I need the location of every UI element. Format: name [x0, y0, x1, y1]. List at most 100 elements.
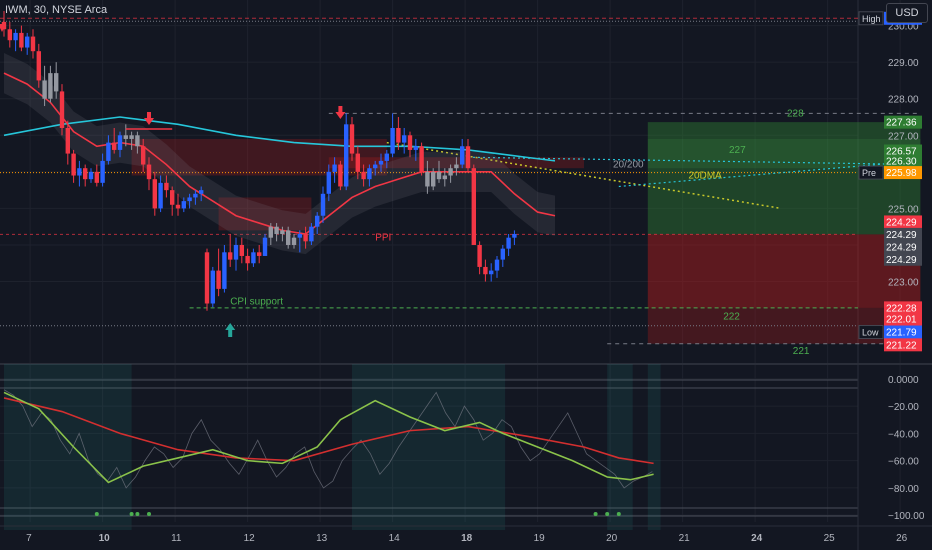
price-badge-text: 226.57 [886, 147, 917, 158]
candle-body [280, 230, 285, 235]
price-badge [884, 240, 922, 254]
candle-body [425, 171, 430, 187]
candle-body [117, 135, 123, 150]
candle-body [30, 36, 36, 52]
time-axis-label: 24 [751, 533, 763, 544]
chart-title: IWM, 30, NYSE Arca [5, 4, 108, 16]
candle-body [465, 146, 471, 169]
candle-body [320, 193, 326, 216]
candle-body [477, 244, 482, 267]
time-axis-label: 12 [244, 533, 256, 544]
price-badge-prefix [858, 325, 884, 340]
price-badge-text: 222.01 [886, 315, 917, 326]
chart-annotation: CPI support [230, 297, 283, 308]
candle-body [193, 193, 198, 198]
buy-arrow-icon [228, 330, 233, 337]
candle-body [48, 73, 53, 99]
osc-axis-label: −40.00 [888, 429, 919, 440]
price-badge [884, 338, 922, 352]
candle-body [407, 135, 413, 150]
time-axis-label: 13 [316, 533, 328, 544]
candle-body [59, 91, 65, 128]
candle-body [262, 237, 268, 256]
candle-body [291, 237, 297, 245]
candle-body [303, 234, 308, 242]
price-badge [884, 215, 922, 229]
chart-annotation: 20DMA [688, 171, 722, 182]
sell-arrow-icon [338, 106, 343, 112]
osc-signal-dot [94, 512, 99, 516]
candle-body [286, 230, 291, 245]
candle-body [494, 259, 500, 271]
price-badge-prefix-text: High [862, 14, 881, 24]
osc-shaded-zone [352, 364, 506, 530]
currency-button[interactable]: USD [886, 3, 928, 23]
candle-body [199, 190, 204, 194]
candle-body [112, 142, 117, 150]
time-axis-label: 26 [896, 533, 908, 544]
price-badge-text: 222.28 [886, 303, 917, 314]
candle-body [448, 168, 453, 176]
loss-zone [647, 234, 921, 308]
candle-body [500, 248, 505, 260]
time-axis-label: 19 [534, 533, 546, 544]
candle-body [489, 270, 494, 275]
time-axis-label: 7 [26, 533, 32, 544]
candle-body [251, 252, 256, 264]
candle-body [106, 142, 111, 161]
buy-arrow-icon [225, 323, 236, 330]
candle-body [42, 80, 47, 99]
osc-axis-label: −60.00 [888, 457, 919, 468]
price-badge-text: 227.36 [886, 118, 917, 129]
osc-shaded-zone [647, 364, 661, 530]
sell-arrow-icon [144, 118, 154, 125]
candle-body [413, 146, 418, 150]
osc-fast-line [3, 391, 654, 484]
target-zone [647, 138, 921, 169]
price-axis-label: 228.00 [888, 95, 919, 106]
time-axis-label: 14 [389, 533, 401, 544]
candle-body [245, 255, 250, 264]
price-badge-text: 226.30 [886, 156, 917, 167]
osc-axis-label: −20.00 [888, 402, 919, 413]
candle-body [13, 32, 18, 41]
osc-signal-dot [593, 512, 598, 516]
candle-body [297, 234, 302, 238]
candle-body [367, 168, 372, 180]
price-badge [884, 115, 922, 129]
price-badge-text: 221.22 [886, 340, 917, 351]
candle-body [129, 135, 134, 139]
time-axis-label: 10 [99, 533, 111, 544]
candle-body [152, 179, 157, 209]
candle-body [141, 146, 146, 165]
sell-arrow-icon [335, 112, 346, 119]
candle-body [65, 127, 70, 154]
osc-axis-label: 0.0000 [888, 375, 919, 386]
candle-body [402, 135, 407, 143]
candle-body [442, 175, 447, 180]
price-badge [884, 301, 922, 315]
candle-body [175, 204, 181, 209]
price-badge [884, 144, 922, 158]
candle-body [25, 36, 30, 48]
osc-signal-dot [147, 512, 151, 516]
chart-annotation: 227 [729, 145, 746, 156]
candle-body [315, 215, 320, 227]
candle-body [373, 164, 378, 169]
candle-body [170, 190, 175, 205]
price-badge [884, 325, 922, 339]
price-badge-text: 224.29 [886, 242, 917, 253]
price-badge-prefix-text: Pre [862, 168, 876, 178]
candle-body [233, 244, 239, 260]
chart-annotation: PPI [375, 233, 391, 244]
candle-body [436, 171, 442, 180]
trend-line-1hr200 [467, 156, 921, 166]
candle-body [344, 124, 349, 187]
candle-body [210, 270, 215, 304]
candle-body [54, 73, 59, 92]
price-badge-text: 225.98 [886, 168, 917, 179]
trend-line-rising [618, 160, 921, 188]
time-axis-label: 21 [679, 533, 691, 544]
candle-body [204, 252, 210, 304]
